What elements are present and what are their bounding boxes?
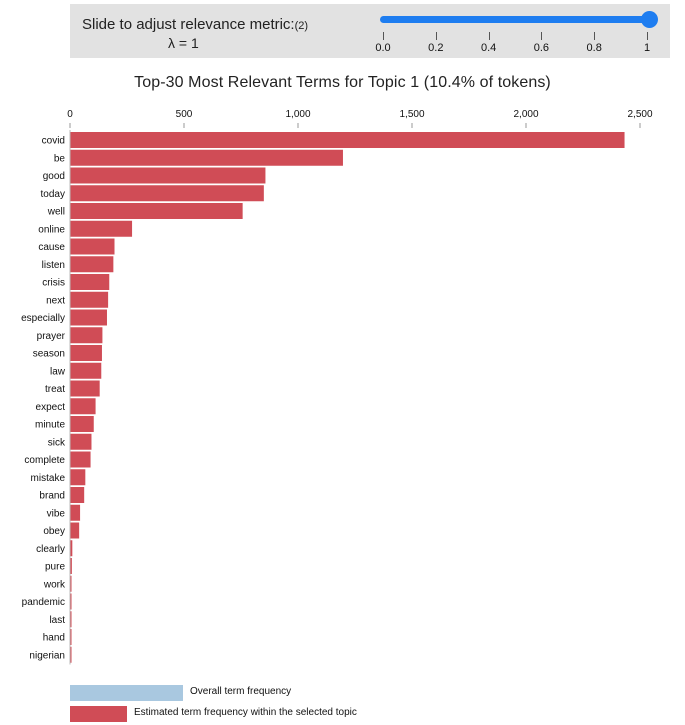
bar-pure[interactable]: [70, 558, 72, 574]
term-label-brand[interactable]: brand: [39, 491, 65, 502]
relevance-slider-track[interactable]: [380, 16, 650, 23]
bar-pandemic[interactable]: [70, 593, 72, 610]
term-label-good[interactable]: good: [43, 171, 65, 182]
slider-tick: [541, 32, 543, 40]
bar-cause[interactable]: [70, 238, 115, 255]
term-label-pandemic[interactable]: pandemic: [22, 597, 65, 608]
slider-tick: [647, 32, 648, 40]
bar-treat[interactable]: [70, 380, 100, 397]
bar-law[interactable]: [70, 362, 102, 379]
slider-tick-label: 0.4: [480, 42, 497, 54]
bar-especially[interactable]: [70, 309, 107, 326]
term-label-last[interactable]: last: [49, 615, 65, 626]
term-label-listen[interactable]: listen: [42, 260, 65, 271]
term-label-sick[interactable]: sick: [48, 437, 66, 448]
slider-tick-label: 1: [643, 42, 651, 54]
bar-sick[interactable]: [70, 433, 92, 450]
slider-label: Slide to adjust relevance metric:(2): [82, 16, 308, 35]
term-label-work[interactable]: work: [43, 579, 66, 590]
term-label-next[interactable]: next: [46, 295, 65, 306]
x-tick-label: 2,000: [513, 109, 538, 120]
term-frequency-chart: 0 500 1,000 1,500 2,000 2,500 covid be good today…: [21, 109, 653, 665]
bar-mistake[interactable]: [70, 469, 86, 486]
term-label-prayer[interactable]: prayer: [37, 331, 66, 342]
x-tick-label: 2,500: [627, 109, 652, 120]
x-tick-label: 500: [176, 109, 193, 120]
relevance-slider-thumb[interactable]: [641, 11, 658, 28]
term-label-clearly[interactable]: clearly: [36, 544, 65, 555]
slider-axis: 0.0 0.2 0.4 0.6 0.8 1: [70, 30, 670, 56]
slider-tick-label: 0.0: [375, 42, 391, 54]
x-tick-label: 0: [67, 109, 73, 120]
bar-be[interactable]: [70, 149, 343, 166]
bar-hand[interactable]: [70, 629, 72, 645]
term-label-covid[interactable]: covid: [42, 136, 65, 147]
term-label-vibe[interactable]: vibe: [47, 508, 66, 519]
bar-prayer[interactable]: [70, 327, 103, 344]
bar-next[interactable]: [70, 291, 109, 308]
term-label-well[interactable]: well: [47, 207, 65, 218]
bar-expect[interactable]: [70, 398, 96, 415]
bar-today[interactable]: [70, 185, 264, 202]
term-label-especially[interactable]: especially: [21, 313, 65, 324]
slider-tick: [383, 32, 384, 40]
term-label-hand[interactable]: hand: [43, 633, 65, 644]
term-label-treat[interactable]: treat: [45, 384, 65, 395]
slider-tick-label: 0.8: [586, 42, 602, 54]
slider-label-text: Slide to adjust relevance metric:: [82, 16, 295, 33]
bar-listen[interactable]: [70, 256, 114, 273]
slider-footnote: (2): [294, 20, 309, 32]
bar-well[interactable]: [70, 203, 243, 219]
bar-minute[interactable]: [70, 416, 94, 432]
bar-vibe[interactable]: [70, 504, 81, 521]
bar-work[interactable]: [70, 575, 72, 592]
term-label-law[interactable]: law: [50, 366, 66, 377]
bar-brand[interactable]: [70, 487, 85, 503]
term-label-cause[interactable]: cause: [38, 242, 65, 253]
term-label-season[interactable]: season: [33, 349, 65, 360]
term-label-online[interactable]: online: [38, 224, 65, 235]
term-label-minute[interactable]: minute: [35, 420, 65, 431]
x-tick-label: 1,500: [399, 109, 424, 120]
bar-nigerian[interactable]: [70, 646, 72, 663]
slider-tick: [435, 32, 437, 40]
term-label-obey[interactable]: obey: [43, 526, 65, 537]
slider-tick: [488, 32, 490, 40]
term-label-complete[interactable]: complete: [24, 455, 65, 466]
bar-covid[interactable]: [70, 132, 625, 148]
lambda-value-label: λ = 1: [168, 35, 199, 51]
bar-complete[interactable]: [70, 451, 91, 468]
bar-last[interactable]: [70, 611, 72, 628]
bar-online[interactable]: [70, 220, 133, 237]
legend-swatch-overall: [70, 685, 183, 701]
term-label-crisis[interactable]: crisis: [42, 278, 65, 289]
term-label-mistake[interactable]: mistake: [31, 473, 66, 484]
relevance-slider-panel: Slide to adjust relevance metric:(2) λ =…: [70, 4, 670, 58]
legend-swatch-topic: [70, 706, 127, 722]
slider-tick-label: 0.2: [428, 42, 444, 54]
bar-season[interactable]: [70, 345, 102, 361]
bar-clearly[interactable]: [70, 540, 73, 557]
slider-tick-label: 0.6: [533, 42, 550, 54]
bar-good[interactable]: [70, 167, 266, 184]
term-label-today[interactable]: today: [41, 189, 65, 200]
legend-label-overall: Overall term frequency: [190, 686, 292, 697]
slider-tick: [594, 32, 596, 40]
term-label-pure[interactable]: pure: [45, 562, 65, 573]
bar-obey[interactable]: [70, 522, 80, 539]
term-label-nigerian[interactable]: nigerian: [29, 650, 65, 661]
chart-title: Top-30 Most Relevant Terms for Topic 1 (…: [134, 74, 551, 91]
term-label-expect[interactable]: expect: [36, 402, 66, 413]
term-label-be[interactable]: be: [54, 153, 66, 164]
legend-label-topic: Estimated term frequency within the sele…: [134, 707, 357, 718]
x-tick-label: 1,000: [285, 109, 310, 120]
bar-crisis[interactable]: [70, 274, 110, 290]
